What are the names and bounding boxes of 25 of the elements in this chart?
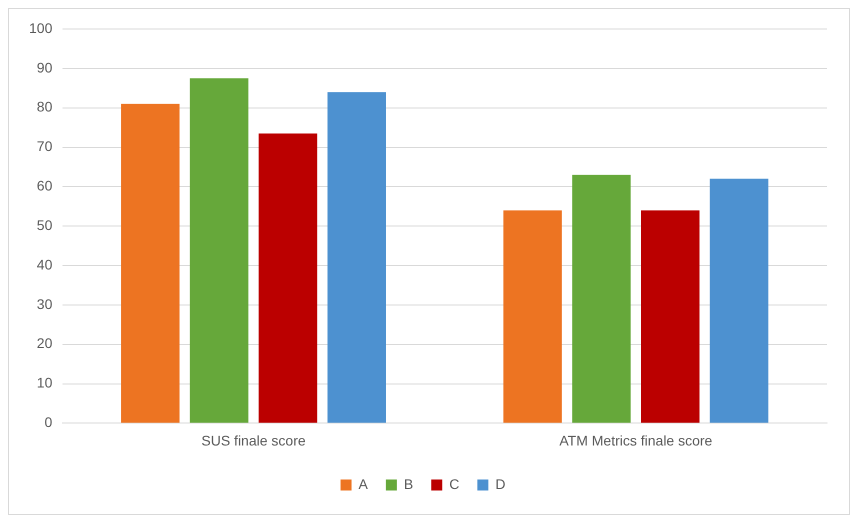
y-tick-label: 90 [36,59,53,76]
bar [121,104,180,423]
bar [503,210,562,423]
bar [572,174,631,423]
y-tick-label: 70 [36,138,53,154]
y-tick-label: 20 [36,335,53,352]
legend-label: C [449,476,460,492]
bar [328,92,386,423]
y-tick-label: 100 [29,20,53,36]
legend-label: D [495,476,506,492]
y-tick-label: 40 [36,256,53,272]
y-tick-label: 10 [36,374,53,391]
y-tick-label: 50 [36,216,53,233]
y-tick-label: 80 [36,98,53,115]
legend-label: A [358,476,369,492]
bar [190,78,248,423]
y-tick-label: 0 [44,414,53,430]
legend-label: B [404,476,414,492]
x-tick-label: SUS finale score [201,432,306,448]
bar [258,133,318,423]
x-tick-label: ATM Metrics finale score [559,432,713,448]
y-tick-label: 60 [36,178,53,194]
bar [710,178,768,423]
y-tick-label: 30 [36,296,53,312]
bar [641,210,700,423]
